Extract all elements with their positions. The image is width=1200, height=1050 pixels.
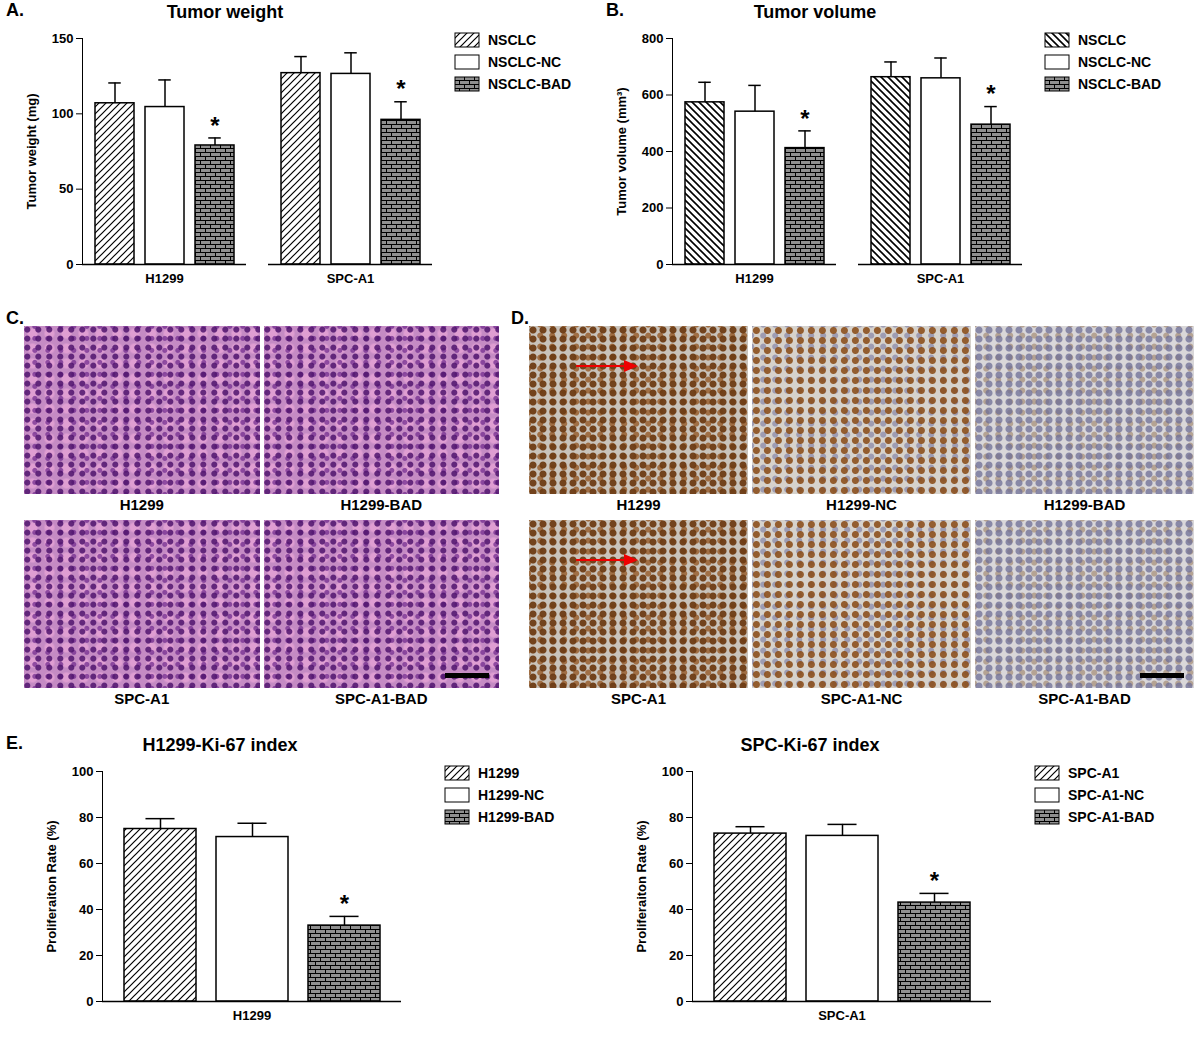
svg-text:200: 200 xyxy=(642,200,664,215)
html-text:Tumor volume: Tumor volume xyxy=(753,2,877,22)
html-text:H1299-BAD: H1299-BAD xyxy=(478,809,555,825)
svg-text:50: 50 xyxy=(59,181,73,196)
svg-text:Tumor volume (mm³): Tumor volume (mm³) xyxy=(614,87,629,215)
svg-text:0: 0 xyxy=(86,994,93,1009)
html-text:SPC-A1-NC: SPC-A1-NC xyxy=(820,690,903,707)
svg-text:100: 100 xyxy=(52,106,74,121)
html-text:NSCLC-BAD: NSCLC-BAD xyxy=(1078,76,1162,92)
html-text:C.: C. xyxy=(6,308,24,328)
html-text:H1299: H1299 xyxy=(119,496,164,513)
html-text:SPC-A1: SPC-A1 xyxy=(114,690,170,707)
html-text:SPC-A1-BAD: SPC-A1-BAD xyxy=(1038,690,1131,707)
html-text:SPC-A1: SPC-A1 xyxy=(611,690,666,707)
html-text:H1299-BAD: H1299-BAD xyxy=(1043,496,1126,513)
html-text:NSCLC: NSCLC xyxy=(1078,32,1127,48)
html-text:H1299: H1299 xyxy=(616,496,661,513)
svg-text:0: 0 xyxy=(66,257,73,272)
html-text:B.: B. xyxy=(606,0,624,20)
svg-text:H1299: H1299 xyxy=(735,271,773,286)
html-text:SPC-A1-NC: SPC-A1-NC xyxy=(1068,787,1145,803)
html-text:Tumor weight: Tumor weight xyxy=(166,2,284,22)
svg-text:0: 0 xyxy=(656,257,663,272)
html-text:SPC-Ki-67 index: SPC-Ki-67 index xyxy=(740,735,880,755)
svg-text:Proliferaiton Rate (%): Proliferaiton Rate (%) xyxy=(44,820,59,952)
svg-text:*: * xyxy=(210,112,220,139)
html-text:SPC-A1-BAD: SPC-A1-BAD xyxy=(1068,809,1155,825)
svg-text:*: * xyxy=(340,890,350,917)
svg-text:80: 80 xyxy=(79,810,93,825)
svg-text:60: 60 xyxy=(669,856,683,871)
html-text:H1299-NC: H1299-NC xyxy=(826,496,897,513)
svg-text:*: * xyxy=(800,105,810,132)
html-text:H1299: H1299 xyxy=(478,765,520,781)
html-text:NSCLC-NC: NSCLC-NC xyxy=(1078,54,1152,70)
svg-text:40: 40 xyxy=(669,902,683,917)
svg-text:0: 0 xyxy=(676,994,683,1009)
svg-text:40: 40 xyxy=(79,902,93,917)
html-text:NSCLC: NSCLC xyxy=(488,32,537,48)
html-text:NSCLC-BAD: NSCLC-BAD xyxy=(488,76,572,92)
svg-text:Tumor weight (mg): Tumor weight (mg) xyxy=(24,93,39,209)
html-text:H1299-Ki-67 index: H1299-Ki-67 index xyxy=(142,735,298,755)
html-text:A.: A. xyxy=(6,0,24,20)
svg-text:600: 600 xyxy=(642,87,664,102)
html-text:H1299-NC: H1299-NC xyxy=(478,787,545,803)
svg-text:H1299: H1299 xyxy=(145,271,183,286)
svg-text:800: 800 xyxy=(642,31,664,46)
html-text:SPC-A1-BAD: SPC-A1-BAD xyxy=(335,690,428,707)
svg-text:150: 150 xyxy=(52,31,74,46)
svg-text:20: 20 xyxy=(79,948,93,963)
html-text:D.: D. xyxy=(511,308,529,328)
svg-text:*: * xyxy=(930,867,940,894)
svg-text:SPC-A1: SPC-A1 xyxy=(327,271,375,286)
svg-text:*: * xyxy=(396,75,406,102)
svg-text:80: 80 xyxy=(669,810,683,825)
html-text:NSCLC-NC: NSCLC-NC xyxy=(488,54,562,70)
svg-text:60: 60 xyxy=(79,856,93,871)
svg-text:20: 20 xyxy=(669,948,683,963)
html-text:H1299-BAD: H1299-BAD xyxy=(340,496,423,513)
svg-text:SPC-A1: SPC-A1 xyxy=(917,271,965,286)
svg-text:H1299: H1299 xyxy=(233,1008,271,1023)
html-text:E.: E. xyxy=(6,733,23,753)
svg-text:100: 100 xyxy=(662,764,684,779)
svg-text:SPC-A1: SPC-A1 xyxy=(818,1008,866,1023)
svg-text:100: 100 xyxy=(72,764,94,779)
svg-text:*: * xyxy=(986,80,996,107)
html-text:SPC-A1: SPC-A1 xyxy=(1068,765,1120,781)
svg-text:Proliferaiton Rate (%): Proliferaiton Rate (%) xyxy=(634,820,649,952)
svg-text:400: 400 xyxy=(642,144,664,159)
